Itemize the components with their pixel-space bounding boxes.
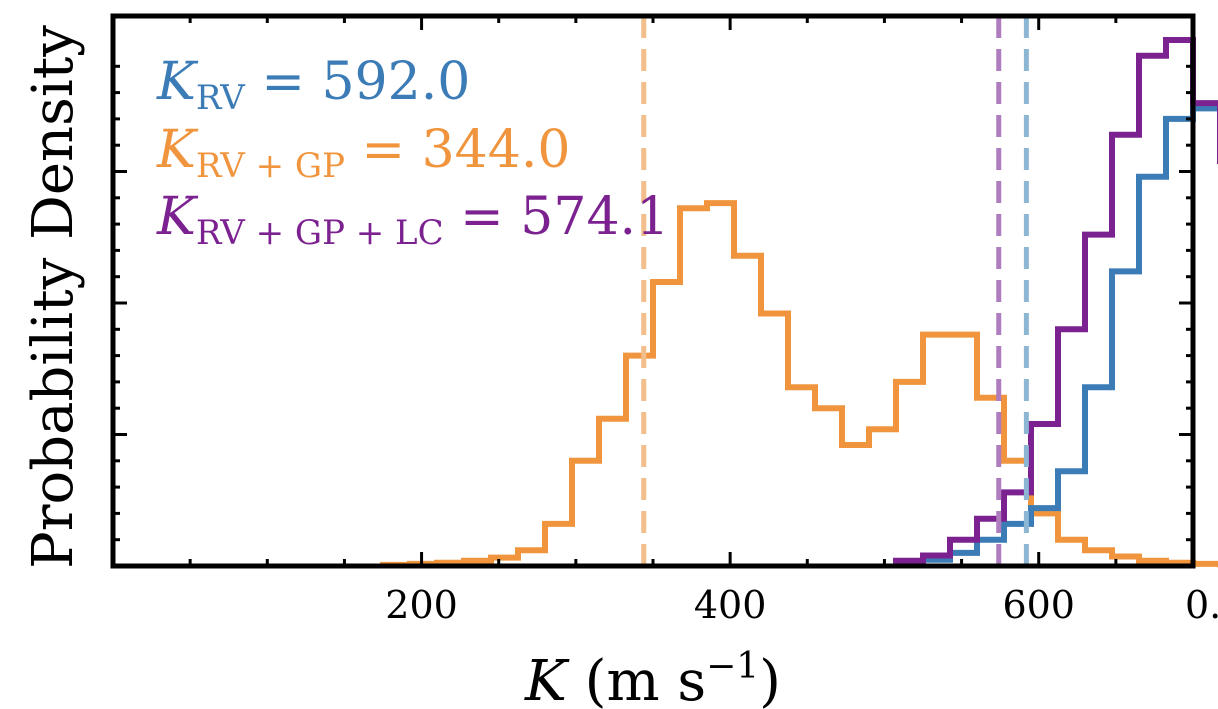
y-axis-label: Probability Density (21, 25, 86, 569)
annotation-value: 592.0 (321, 52, 470, 112)
x-tick-labels: 200 400 600 0. (385, 583, 1218, 627)
x-tick-label-edge: 0. (1185, 583, 1218, 627)
x-axis-label-exponent: −1 (706, 646, 759, 687)
annotation-equals: = (444, 187, 521, 247)
annotation-1: KRV + GP = 344.0 (156, 120, 570, 186)
annotation-var: K (156, 120, 199, 180)
median-lines-layer (641, 16, 1029, 566)
x-axis-label-close: ) (759, 649, 781, 709)
annotation-var: K (156, 187, 199, 247)
annotation-equals: = (245, 52, 322, 112)
histogram-series-1 (380, 200, 1218, 568)
annotation-subscript: RV + GP + LC (196, 213, 444, 253)
x-tick-label: 400 (694, 583, 767, 627)
plot-frame (110, 13, 1196, 569)
annotation-value: 344.0 (422, 120, 571, 180)
x-axis-label-unit: (m s (567, 649, 706, 709)
x-tick-label: 200 (385, 583, 458, 627)
annotation-2: KRV + GP + LC = 574.1 (156, 187, 669, 253)
x-axis-label: K (m s−1) (524, 646, 781, 709)
annotation-subscript: RV (196, 78, 246, 118)
x-tick-label: 600 (1002, 583, 1075, 627)
annotation-value: 574.1 (520, 187, 669, 247)
annotation-var: K (156, 52, 199, 112)
annotation-equals: = (345, 120, 422, 180)
annotation-subscript: RV + GP (196, 146, 345, 186)
annotation-0: KRV = 592.0 (156, 52, 470, 118)
x-axis-label-var: K (524, 649, 570, 709)
series-layer (380, 37, 1218, 568)
